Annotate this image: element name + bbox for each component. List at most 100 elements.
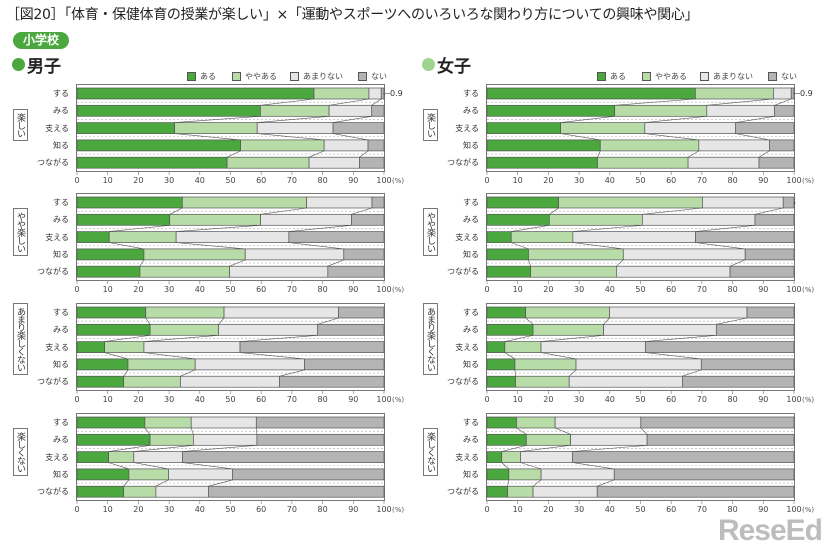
segment-value-label: 30.0 [651, 106, 670, 116]
category-label: つながる [447, 487, 479, 497]
segment-value-label: 67.8 [582, 89, 601, 98]
legend-item: ない [768, 71, 797, 82]
category-label: 支える [45, 232, 69, 242]
legend-label: あまりない [713, 72, 753, 81]
segment-value-label: 9.3 [494, 377, 508, 387]
x-tick-label: 40 [604, 285, 615, 294]
segment-value-label: 36.7 [651, 325, 669, 335]
segment-value-label: 25.9 [335, 359, 354, 369]
segment-value-label: 34.0 [322, 377, 341, 387]
x-unit-label: (%) [392, 286, 405, 294]
plot-area [76, 193, 385, 281]
category-label: つながる [447, 158, 479, 168]
x-tick-label: 100 [786, 395, 802, 404]
category-label: 支える [45, 123, 69, 133]
x-tick-label: 40 [604, 395, 615, 404]
segment-value-label: 20.8 [753, 267, 771, 277]
group-label: 楽しい [423, 109, 438, 141]
x-tick-label: 0 [74, 285, 80, 294]
segment-value-label: 21.6 [341, 325, 360, 335]
x-tick-label: 50 [225, 176, 236, 185]
segment-value-label: 46.8 [621, 198, 640, 207]
x-tick-label: 60 [666, 285, 677, 294]
segment-value-label: 48.4 [710, 342, 729, 352]
legend-label: ない [371, 72, 387, 81]
segment-value-label: 33.0 [185, 249, 204, 259]
segment-value-label: 31.3 [183, 342, 201, 352]
x-tick-label: 70 [696, 176, 707, 185]
x-unit-label: (%) [392, 396, 405, 404]
segment-value-label: 15.3 [761, 308, 780, 317]
category-label: する [53, 418, 69, 427]
legend-item: ややある [232, 71, 277, 82]
x-tick-label: 30 [574, 176, 585, 185]
segment-value-label: 27.9 [589, 418, 607, 427]
category-label: 知る [463, 469, 479, 479]
segment-value-label: 18.5 [143, 377, 161, 387]
x-tick-label: 40 [194, 285, 205, 294]
segment-value-label: 36.0 [533, 158, 552, 168]
x-unit-label: (%) [802, 506, 815, 514]
plot-area [486, 413, 795, 501]
x-tick-label: 90 [758, 176, 769, 185]
segment-value-label: 15.2 [91, 487, 110, 497]
x-tick-label: 10 [512, 395, 523, 404]
gender-label: 男子 [27, 57, 61, 77]
segment-value-label: 19.9 [536, 359, 555, 369]
segment-value-label: 7.1 [491, 469, 505, 479]
category-label: みる [53, 106, 69, 116]
school-level-badge: 小学校 [13, 32, 69, 49]
segment-value-label: 27.3 [558, 308, 577, 317]
x-tick-label: 60 [256, 505, 267, 514]
x-tick-label: 70 [286, 395, 297, 404]
x-unit-label: (%) [392, 506, 405, 514]
segment-value-label: 22.3 [175, 325, 194, 335]
x-tick-label: 0 [74, 505, 80, 514]
x-tick-label: 80 [317, 176, 328, 185]
segment-value-label: 21.8 [133, 232, 152, 242]
segment-value-label: 40.0 [625, 232, 644, 242]
category-label: する [463, 198, 479, 207]
category-label: 知る [463, 140, 479, 150]
x-tick-label: 100 [786, 176, 802, 185]
category-label: 知る [463, 249, 479, 259]
x-tick-label: 0 [74, 176, 80, 185]
segment-value-label: 23.0 [725, 140, 744, 150]
segment-value-label: 26.9 [207, 123, 225, 133]
segment-value-label: 11.4 [767, 158, 786, 168]
segment-value-label: 48.9 [143, 158, 161, 168]
category-label: する [53, 308, 69, 317]
segment-value-label: 6.7 [490, 487, 504, 497]
x-tick-label: 90 [348, 176, 359, 185]
segment-value-label: 34.0 [584, 342, 603, 352]
legend-swatch [768, 72, 777, 81]
legend-swatch [290, 72, 299, 81]
x-tick-label: 90 [348, 505, 359, 514]
segment-value-label: 23.0 [559, 325, 578, 335]
segment-value-label: 17.9 [332, 89, 351, 98]
plot-area [76, 413, 385, 501]
segment-value-label: 15.0 [501, 325, 519, 335]
segment-value-label: 9.6 [495, 418, 509, 427]
category-label: する [463, 308, 479, 317]
segment-value-label: 30.2 [738, 359, 757, 369]
segment-value-label: 22.1 [731, 106, 750, 116]
group-label: やや楽しい [423, 208, 438, 256]
segment-value-label: 20.5 [99, 267, 118, 277]
legend-item: あまりない [290, 71, 343, 82]
segment-value-label: 25.5 [176, 308, 194, 317]
segment-value-label: 12.7 [765, 215, 784, 225]
segment-value-label: 27.4 [593, 123, 612, 133]
x-tick-label: 70 [696, 395, 707, 404]
gender-heading: 女子 [422, 52, 471, 77]
x-tick-label: 30 [574, 285, 585, 294]
gender-dot-icon [422, 58, 435, 71]
segment-value-label: 4.0 [368, 89, 382, 98]
segment-value-label: 29.6 [297, 215, 315, 225]
legend-label: ややある [655, 72, 687, 81]
segment-value-label: 14.4 [539, 435, 558, 445]
segment-value-label: 14.2 [499, 267, 518, 277]
plot-area [76, 84, 385, 172]
segment-value-label: 37.0 [664, 267, 683, 277]
segment-value-label: 64.1 [686, 487, 705, 497]
